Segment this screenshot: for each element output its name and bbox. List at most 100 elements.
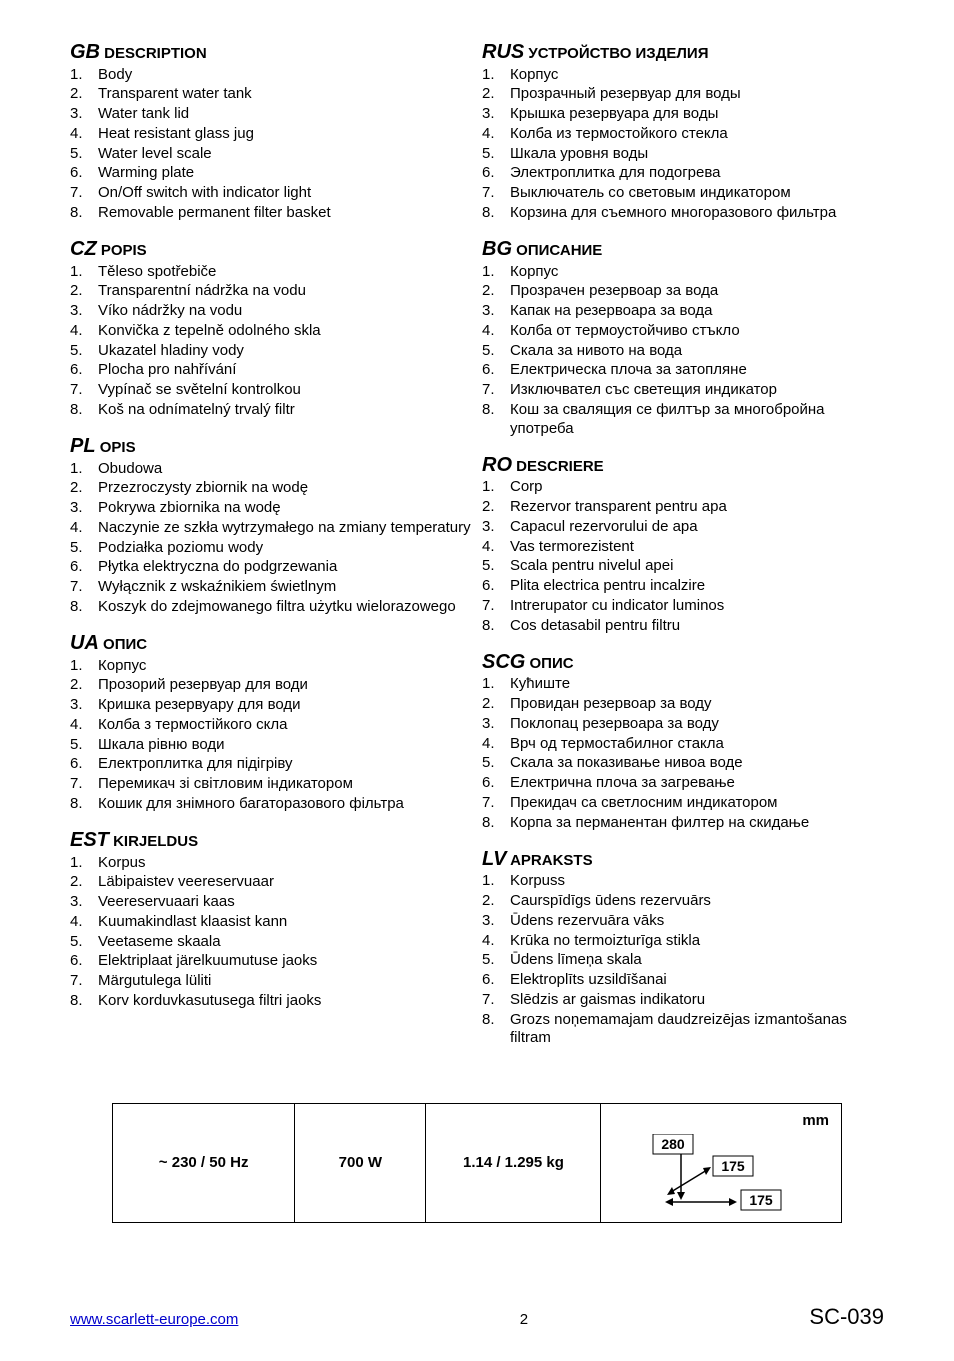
- item-number: 7.: [70, 184, 98, 203]
- item-text: Obudowa: [98, 460, 472, 479]
- item-text: Těleso spotřebiče: [98, 263, 472, 282]
- item-number: 6.: [482, 577, 510, 596]
- item-number: 1.: [482, 675, 510, 694]
- list-item: 6.Plocha pro nahřívání: [70, 361, 472, 381]
- list-item: 4.Heat resistant glass jug: [70, 124, 472, 144]
- list-item: 3.Капак на резервоара за вода: [482, 302, 884, 322]
- list-item: 4.Kuumakindlast klaasist kann: [70, 912, 472, 932]
- item-number: 4.: [482, 125, 510, 144]
- item-number: 7.: [482, 381, 510, 400]
- section-title: RUS УСТРОЙСТВО ИЗДЕЛИЯ: [482, 40, 884, 65]
- footer-link[interactable]: www.scarlett-europe.com: [70, 1311, 238, 1330]
- item-number: 3.: [70, 105, 98, 124]
- lang-code: PL: [70, 435, 96, 457]
- svg-text:175: 175: [722, 1158, 746, 1174]
- item-number: 1.: [70, 657, 98, 676]
- item-number: 1.: [70, 263, 98, 282]
- section-heading: DESCRIERE: [512, 458, 604, 475]
- item-text: Body: [98, 66, 472, 85]
- item-number: 2.: [70, 873, 98, 892]
- list-item: 1.Корпус: [482, 262, 884, 282]
- item-number: 4.: [70, 716, 98, 735]
- item-text: Kuumakindlast klaasist kann: [98, 913, 472, 932]
- list-item: 7.Прекидач са светлосним индикатором: [482, 793, 884, 813]
- item-number: 3.: [70, 893, 98, 912]
- section-title: UA ОПИС: [70, 631, 472, 656]
- item-number: 7.: [70, 381, 98, 400]
- item-text: Plocha pro nahřívání: [98, 361, 472, 380]
- list-item: 8.Removable permanent filter basket: [70, 203, 472, 223]
- list-item: 7.On/Off switch with indicator light: [70, 184, 472, 204]
- item-text: Transparent water tank: [98, 85, 472, 104]
- spec-table: ~ 230 / 50 Hz 700 W 1.14 / 1.295 kg mm: [112, 1103, 842, 1224]
- list-item: 6.Електрична плоча за загревање: [482, 774, 884, 794]
- item-number: 4.: [70, 125, 98, 144]
- item-text: Elektroplīts uzsildīšanai: [510, 971, 884, 990]
- item-text: Scala pentru nivelul apei: [510, 557, 884, 576]
- list-item: 8.Korv korduvkasutusega filtri jaoks: [70, 991, 472, 1011]
- item-text: Konvička z tepelně odolného skla: [98, 322, 472, 341]
- columns-container: GB DESCRIPTION1.Body2.Transparent water …: [70, 40, 884, 1063]
- item-number: 5.: [482, 145, 510, 164]
- list-item: 3.Capacul rezervorului de apa: [482, 517, 884, 537]
- items-list: 1.Korpus2.Läbipaistev veereservuaar3.Vee…: [70, 853, 472, 1011]
- item-text: Pokrywa zbiornika na wodę: [98, 499, 472, 518]
- item-number: 2.: [70, 282, 98, 301]
- lang-code: GB: [70, 41, 100, 63]
- item-number: 5.: [70, 145, 98, 164]
- list-item: 3.Кришка резервуару для води: [70, 696, 472, 716]
- list-item: 5.Скала за показивање нивоа воде: [482, 754, 884, 774]
- item-text: Podziałka poziomu wody: [98, 539, 472, 558]
- item-text: Slēdzis ar gaismas indikatoru: [510, 991, 884, 1010]
- list-item: 6.Электроплитка для подогрева: [482, 164, 884, 184]
- list-item: 3.Поклопац резервоара за воду: [482, 714, 884, 734]
- item-number: 3.: [70, 696, 98, 715]
- item-number: 7.: [70, 972, 98, 991]
- list-item: 8.Кош за свалящия се филтър за многоброй…: [482, 400, 884, 439]
- item-text: Heat resistant glass jug: [98, 125, 472, 144]
- item-number: 1.: [70, 66, 98, 85]
- item-number: 5.: [482, 754, 510, 773]
- item-number: 2.: [482, 892, 510, 911]
- section-heading: DESCRIPTION: [100, 45, 207, 62]
- item-number: 1.: [70, 460, 98, 479]
- item-number: 5.: [70, 933, 98, 952]
- item-text: Caurspīdīgs ūdens rezervuārs: [510, 892, 884, 911]
- lang-code: RUS: [482, 41, 524, 63]
- dim-unit: mm: [613, 1112, 829, 1131]
- item-number: 4.: [70, 913, 98, 932]
- item-number: 2.: [482, 695, 510, 714]
- list-item: 3.Water tank lid: [70, 105, 472, 125]
- item-number: 3.: [70, 499, 98, 518]
- item-number: 5.: [482, 557, 510, 576]
- items-list: 1.Корпус2.Прозрачный резервуар для воды3…: [482, 65, 884, 223]
- item-number: 8.: [482, 1011, 510, 1030]
- item-number: 6.: [70, 755, 98, 774]
- item-number: 6.: [70, 361, 98, 380]
- item-text: Víko nádržky na vodu: [98, 302, 472, 321]
- item-number: 2.: [482, 282, 510, 301]
- list-item: 4.Колба от термоустойчиво стъкло: [482, 321, 884, 341]
- item-number: 5.: [70, 736, 98, 755]
- item-number: 1.: [482, 66, 510, 85]
- lang-section-pl: PL OPIS1.Obudowa2.Przezroczysty zbiornik…: [70, 434, 472, 617]
- list-item: 1.Корпус: [70, 656, 472, 676]
- item-text: Поклопац резервоара за воду: [510, 715, 884, 734]
- list-item: 1.Obudowa: [70, 459, 472, 479]
- lang-section-cz: CZ POPIS1.Těleso spotřebiče2.Transparent…: [70, 237, 472, 420]
- list-item: 4.Konvička z tepelně odolného skla: [70, 321, 472, 341]
- item-number: 5.: [70, 342, 98, 361]
- item-number: 3.: [482, 518, 510, 537]
- item-text: Корпа за перманентан филтер на скидање: [510, 814, 884, 833]
- item-number: 4.: [70, 519, 98, 538]
- section-heading: POPIS: [97, 242, 147, 259]
- list-item: 6.Електроплитка для підігріву: [70, 755, 472, 775]
- list-item: 1.Těleso spotřebiče: [70, 262, 472, 282]
- spec-dimensions: mm 280: [601, 1103, 842, 1223]
- item-text: Выключатель со световым индикатором: [510, 184, 884, 203]
- section-title: CZ POPIS: [70, 237, 472, 262]
- lang-section-ua: UA ОПИС1.Корпус2.Прозорий резервуар для …: [70, 631, 472, 814]
- section-heading: KIRJELDUS: [109, 833, 198, 850]
- item-number: 2.: [70, 85, 98, 104]
- lang-section-lv: LV APRAKSTS1.Korpuss2.Caurspīdīgs ūdens …: [482, 847, 884, 1049]
